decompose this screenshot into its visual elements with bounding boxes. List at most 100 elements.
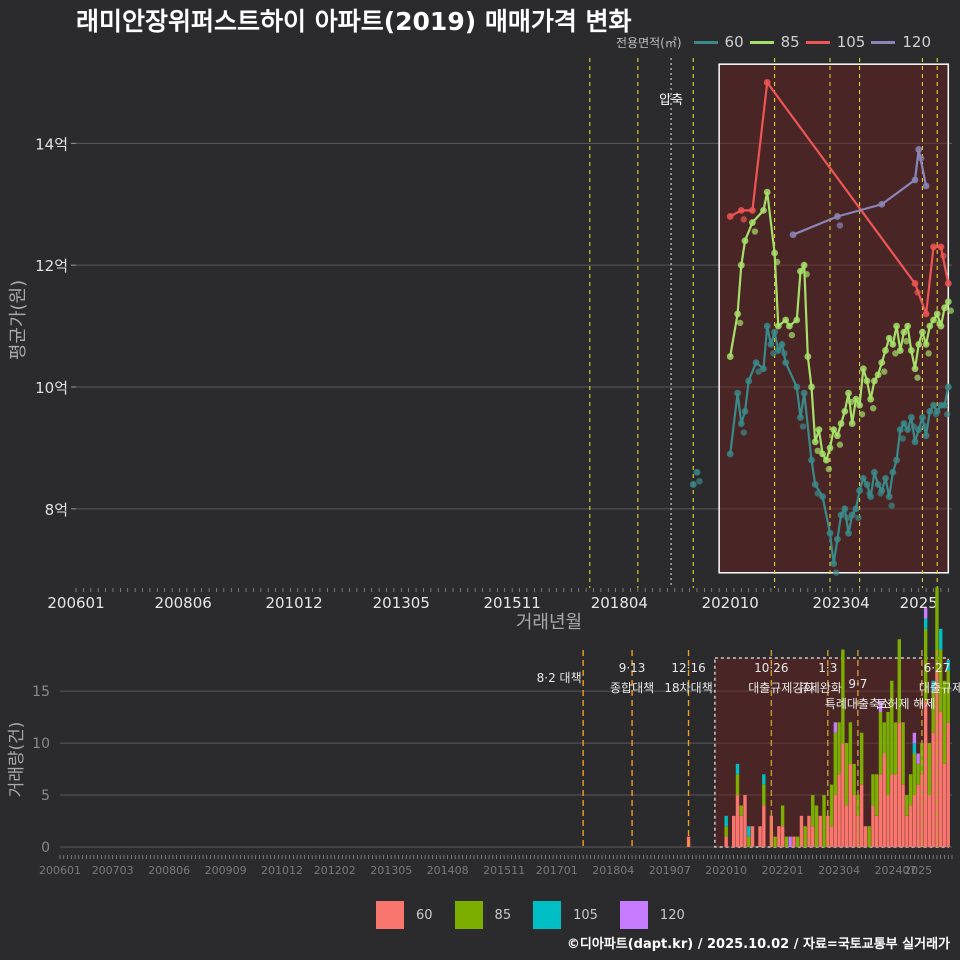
price-point-120 <box>878 200 886 208</box>
volume-bar-85 <box>867 826 871 847</box>
price-point-85 <box>914 374 921 381</box>
price-point-60 <box>808 456 815 464</box>
volume-bar-120 <box>833 722 838 733</box>
price-point-85 <box>947 307 955 314</box>
volume-bar-60 <box>890 774 894 847</box>
legend-bottom-label-85: 85 <box>494 907 512 923</box>
volume-bar-105 <box>939 628 943 650</box>
volume-bar-60 <box>912 795 917 847</box>
price-point-105 <box>922 310 930 318</box>
price-point-85 <box>826 444 834 452</box>
legend-bottom-item-105: 105 <box>533 901 598 929</box>
price-point-60 <box>782 359 790 367</box>
price-point-85 <box>885 334 893 342</box>
price-point-60 <box>870 468 878 476</box>
volume-bar-85 <box>901 722 905 785</box>
volume-bar-85 <box>829 784 834 827</box>
price-point-60 <box>852 505 860 513</box>
volume-bar-60 <box>871 805 875 847</box>
price-point-60 <box>930 401 937 409</box>
volume-x-tick-label: 201701 <box>536 864 578 877</box>
volume-bar-60 <box>792 836 796 847</box>
volume-bar-85 <box>803 826 807 847</box>
volume-bar-85 <box>871 774 875 806</box>
volume-x-tick-label: 2025 <box>904 864 932 877</box>
policy-label: 대출규제강화 <box>748 681 814 695</box>
price-point-60 <box>763 322 771 330</box>
price-point-60 <box>874 481 882 488</box>
price-point-85 <box>893 322 900 330</box>
legend-line-105 <box>805 40 830 44</box>
legend-key-105 <box>533 901 562 929</box>
volume-bar-85 <box>893 722 898 775</box>
price-point-85 <box>903 337 910 345</box>
price-point-60 <box>911 438 919 446</box>
price-point-85 <box>760 206 767 214</box>
price-point-105 <box>911 280 919 287</box>
price-point-60 <box>726 450 734 458</box>
volume-bar-105 <box>931 680 935 692</box>
price-point-85 <box>815 426 823 434</box>
legend-top-item-60: 60 <box>693 33 744 51</box>
price-point-85 <box>814 447 821 455</box>
volume-bar-60 <box>859 784 864 847</box>
volume-bar-60 <box>875 815 879 847</box>
volume-bar-85 <box>848 722 853 764</box>
volume-bar-85 <box>780 805 785 827</box>
legend-bottom-label-105: 105 <box>573 907 598 923</box>
price-point-85 <box>896 347 904 354</box>
price-point-85 <box>736 319 744 327</box>
price-point-60 <box>907 414 915 421</box>
price-point-60 <box>848 511 856 519</box>
price-point-85 <box>926 322 934 330</box>
legend-top-label-105: 105 <box>836 33 866 51</box>
volume-bar-60 <box>935 670 939 847</box>
price-point-85 <box>845 389 852 397</box>
volume-x-tick-label: 201202 <box>314 864 356 877</box>
volume-bar-85 <box>773 836 777 847</box>
legend-top-item-105: 105 <box>805 33 866 51</box>
policy-label: 18차대책 <box>664 680 712 695</box>
price-point-85 <box>911 365 919 373</box>
price-point-85 <box>889 340 897 348</box>
price-point-120 <box>922 182 930 190</box>
price-y-tick-label: 8억 <box>45 501 68 519</box>
volume-bar-60 <box>743 795 747 847</box>
volume-bar-85 <box>739 805 743 816</box>
price-point-60 <box>926 407 934 415</box>
price-point-85 <box>737 261 745 269</box>
volume-bar-85 <box>724 826 728 837</box>
price-point-85 <box>878 359 886 367</box>
price-point-85 <box>834 432 841 440</box>
volume-x-tick-label: 201012 <box>261 864 303 877</box>
volume-x-tick-label: 201804 <box>592 864 634 877</box>
policy-label: 특례대출축소 <box>825 697 891 711</box>
price-point-85 <box>856 401 863 409</box>
price-point-85 <box>944 298 952 306</box>
policy-label: 6·27 <box>924 661 951 675</box>
volume-bar-60 <box>739 815 743 847</box>
volume-bar-85 <box>908 774 913 806</box>
price-point-85 <box>836 441 844 448</box>
volume-bar-60 <box>905 815 909 847</box>
volume-x-tick-label: 202010 <box>705 864 747 877</box>
volume-bar-60 <box>908 805 913 847</box>
legend-bottom-item-120: 120 <box>619 901 685 929</box>
price-point-85 <box>847 398 855 406</box>
volume-bar-85 <box>859 732 864 785</box>
volume-bar-60 <box>777 826 781 847</box>
price-point-85 <box>869 404 877 412</box>
volume-bar-85 <box>795 836 800 847</box>
volume-bar-105 <box>747 826 751 837</box>
volume-bar-60 <box>807 815 811 847</box>
price-y-tick-label: 12억 <box>35 257 68 275</box>
price-point-85 <box>800 261 808 269</box>
price-x-tick-label: 202010 <box>702 594 759 612</box>
price-point-60 <box>921 423 929 430</box>
legend-bottom-label-60: 60 <box>416 907 433 923</box>
price-x-tick-label: 202304 <box>812 594 869 612</box>
price-point-60 <box>752 359 760 367</box>
volume-bar-60 <box>780 826 785 847</box>
price-point-85 <box>774 322 782 330</box>
